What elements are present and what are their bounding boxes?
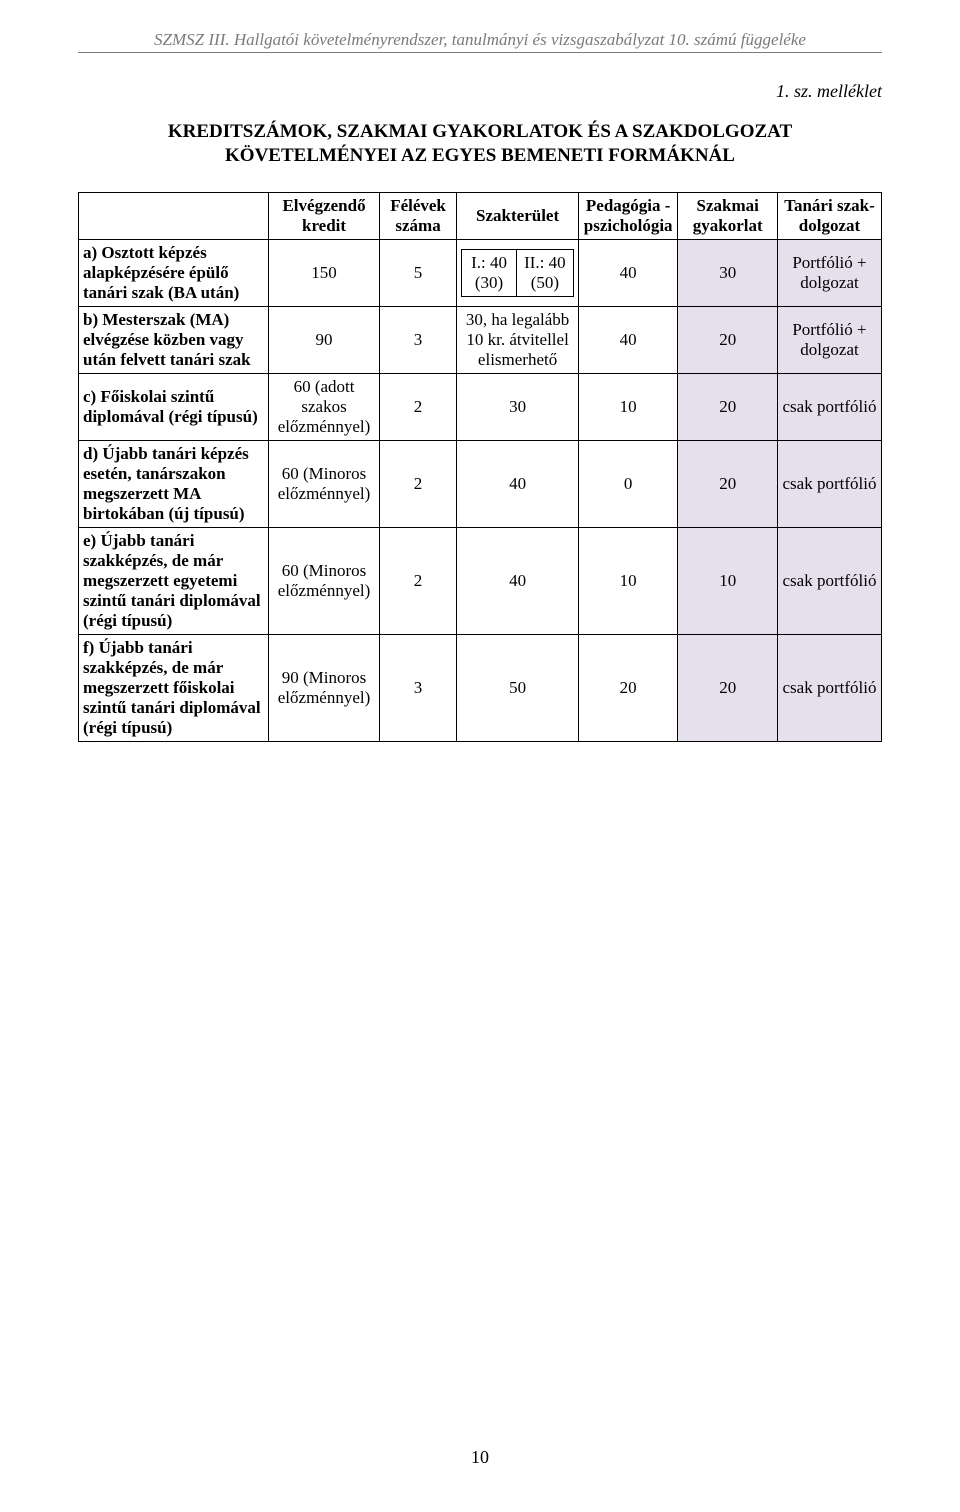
- cell-szakterulet: I.: 40 (30) II.: 40 (50): [457, 239, 579, 306]
- cell-szakterulet: 50: [457, 635, 579, 742]
- table-row: f) Újabb tanári szakképzés, de már megsz…: [79, 635, 882, 742]
- cell-pedagogia: 20: [578, 635, 678, 742]
- cell-felevek: 2: [379, 527, 456, 634]
- table-header-row: Elvégzendő kredit Félévek száma Szakterü…: [79, 192, 882, 239]
- cell-szakterulet: 40: [457, 440, 579, 527]
- cell-gyakorlat: 20: [678, 306, 778, 373]
- row-label: e) Újabb tanári szakképzés, de már megsz…: [79, 527, 269, 634]
- cell-szakterulet: 30, ha legalább 10 kr. átvitellel elisme…: [457, 306, 579, 373]
- table-body: a) Osztott képzés alapképzésére épülő ta…: [79, 239, 882, 742]
- cell-gyakorlat: 30: [678, 239, 778, 306]
- cell-felevek: 2: [379, 373, 456, 440]
- cell-gyakorlat: 20: [678, 635, 778, 742]
- col-szakdolgozat: Tanári szak­dolgozat: [777, 192, 881, 239]
- cell-kredit: 60 (Minoros előzménnyel): [269, 527, 380, 634]
- cell-szakterulet: 40: [457, 527, 579, 634]
- title-line-2: KÖVETELMÉNYEI AZ EGYES BEMENETI FORMÁKNÁ…: [225, 145, 735, 166]
- cell-pedagogia: 10: [578, 527, 678, 634]
- cell-gyakorlat: 20: [678, 440, 778, 527]
- cell-szakdolgozat: csak portfólió: [777, 373, 881, 440]
- row-label: a) Osztott képzés alapképzésére épülő ta…: [79, 239, 269, 306]
- page-number: 10: [0, 1447, 960, 1468]
- row-label: b) Mesterszak (MA) elvégzése közben vagy…: [79, 306, 269, 373]
- cell-felevek: 5: [379, 239, 456, 306]
- col-szakterulet: Szakterület: [457, 192, 579, 239]
- cell-pedagogia: 10: [578, 373, 678, 440]
- cell-szakdolgozat: csak portfólió: [777, 440, 881, 527]
- cell-gyakorlat: 20: [678, 373, 778, 440]
- row-label: c) Főiskolai szintű diplomával (régi típ…: [79, 373, 269, 440]
- cell-szakdolgozat: csak portfólió: [777, 635, 881, 742]
- szak-left: I.: 40 (30): [462, 249, 517, 296]
- cell-szakdolgozat: csak portfólió: [777, 527, 881, 634]
- cell-pedagogia: 0: [578, 440, 678, 527]
- cell-felevek: 3: [379, 306, 456, 373]
- col-rowlabel: [79, 192, 269, 239]
- cell-kredit: 60 (Minoros előzménnyel): [269, 440, 380, 527]
- col-kredit: Elvégzendő kredit: [269, 192, 380, 239]
- col-felevek: Félévek száma: [379, 192, 456, 239]
- col-gyakorlat: Szakmai gyakorlat: [678, 192, 778, 239]
- table-row: c) Főiskolai szintű diplomával (régi típ…: [79, 373, 882, 440]
- cell-felevek: 3: [379, 635, 456, 742]
- cell-gyakorlat: 10: [678, 527, 778, 634]
- cell-kredit: 60 (adott szakos előzménnyel): [269, 373, 380, 440]
- table-row: b) Mesterszak (MA) elvégzése közben vagy…: [79, 306, 882, 373]
- running-header: SZMSZ III. Hallgatói követelményrendszer…: [78, 30, 882, 53]
- page-title: KREDITSZÁMOK, SZAKMAI GYAKORLATOK ÉS A S…: [78, 120, 882, 168]
- cell-szakterulet: 30: [457, 373, 579, 440]
- cell-szakdolgozat: Portfólió + dolgozat: [777, 306, 881, 373]
- cell-kredit: 90: [269, 306, 380, 373]
- cell-kredit: 90 (Minoros előzménnyel): [269, 635, 380, 742]
- cell-szakdolgozat: Portfólió + dolgozat: [777, 239, 881, 306]
- row-label: f) Újabb tanári szakképzés, de már megsz…: [79, 635, 269, 742]
- cell-pedagogia: 40: [578, 306, 678, 373]
- table-row: a) Osztott képzés alapképzésére épülő ta…: [79, 239, 882, 306]
- table-row: d) Újabb tanári képzés esetén, tanárszak…: [79, 440, 882, 527]
- szak-right: II.: 40 (50): [516, 249, 573, 296]
- title-line-1: KREDITSZÁMOK, SZAKMAI GYAKORLATOK ÉS A S…: [168, 121, 792, 142]
- cell-pedagogia: 40: [578, 239, 678, 306]
- cell-kredit: 150: [269, 239, 380, 306]
- col-pedagogia: Pedagógia - pszicho­lógia: [578, 192, 678, 239]
- requirements-table: Elvégzendő kredit Félévek száma Szakterü…: [78, 192, 882, 743]
- cell-felevek: 2: [379, 440, 456, 527]
- table-row: e) Újabb tanári szakképzés, de már megsz…: [79, 527, 882, 634]
- row-label: d) Újabb tanári képzés esetén, tanárszak…: [79, 440, 269, 527]
- appendix-label: 1. sz. melléklet: [78, 81, 882, 102]
